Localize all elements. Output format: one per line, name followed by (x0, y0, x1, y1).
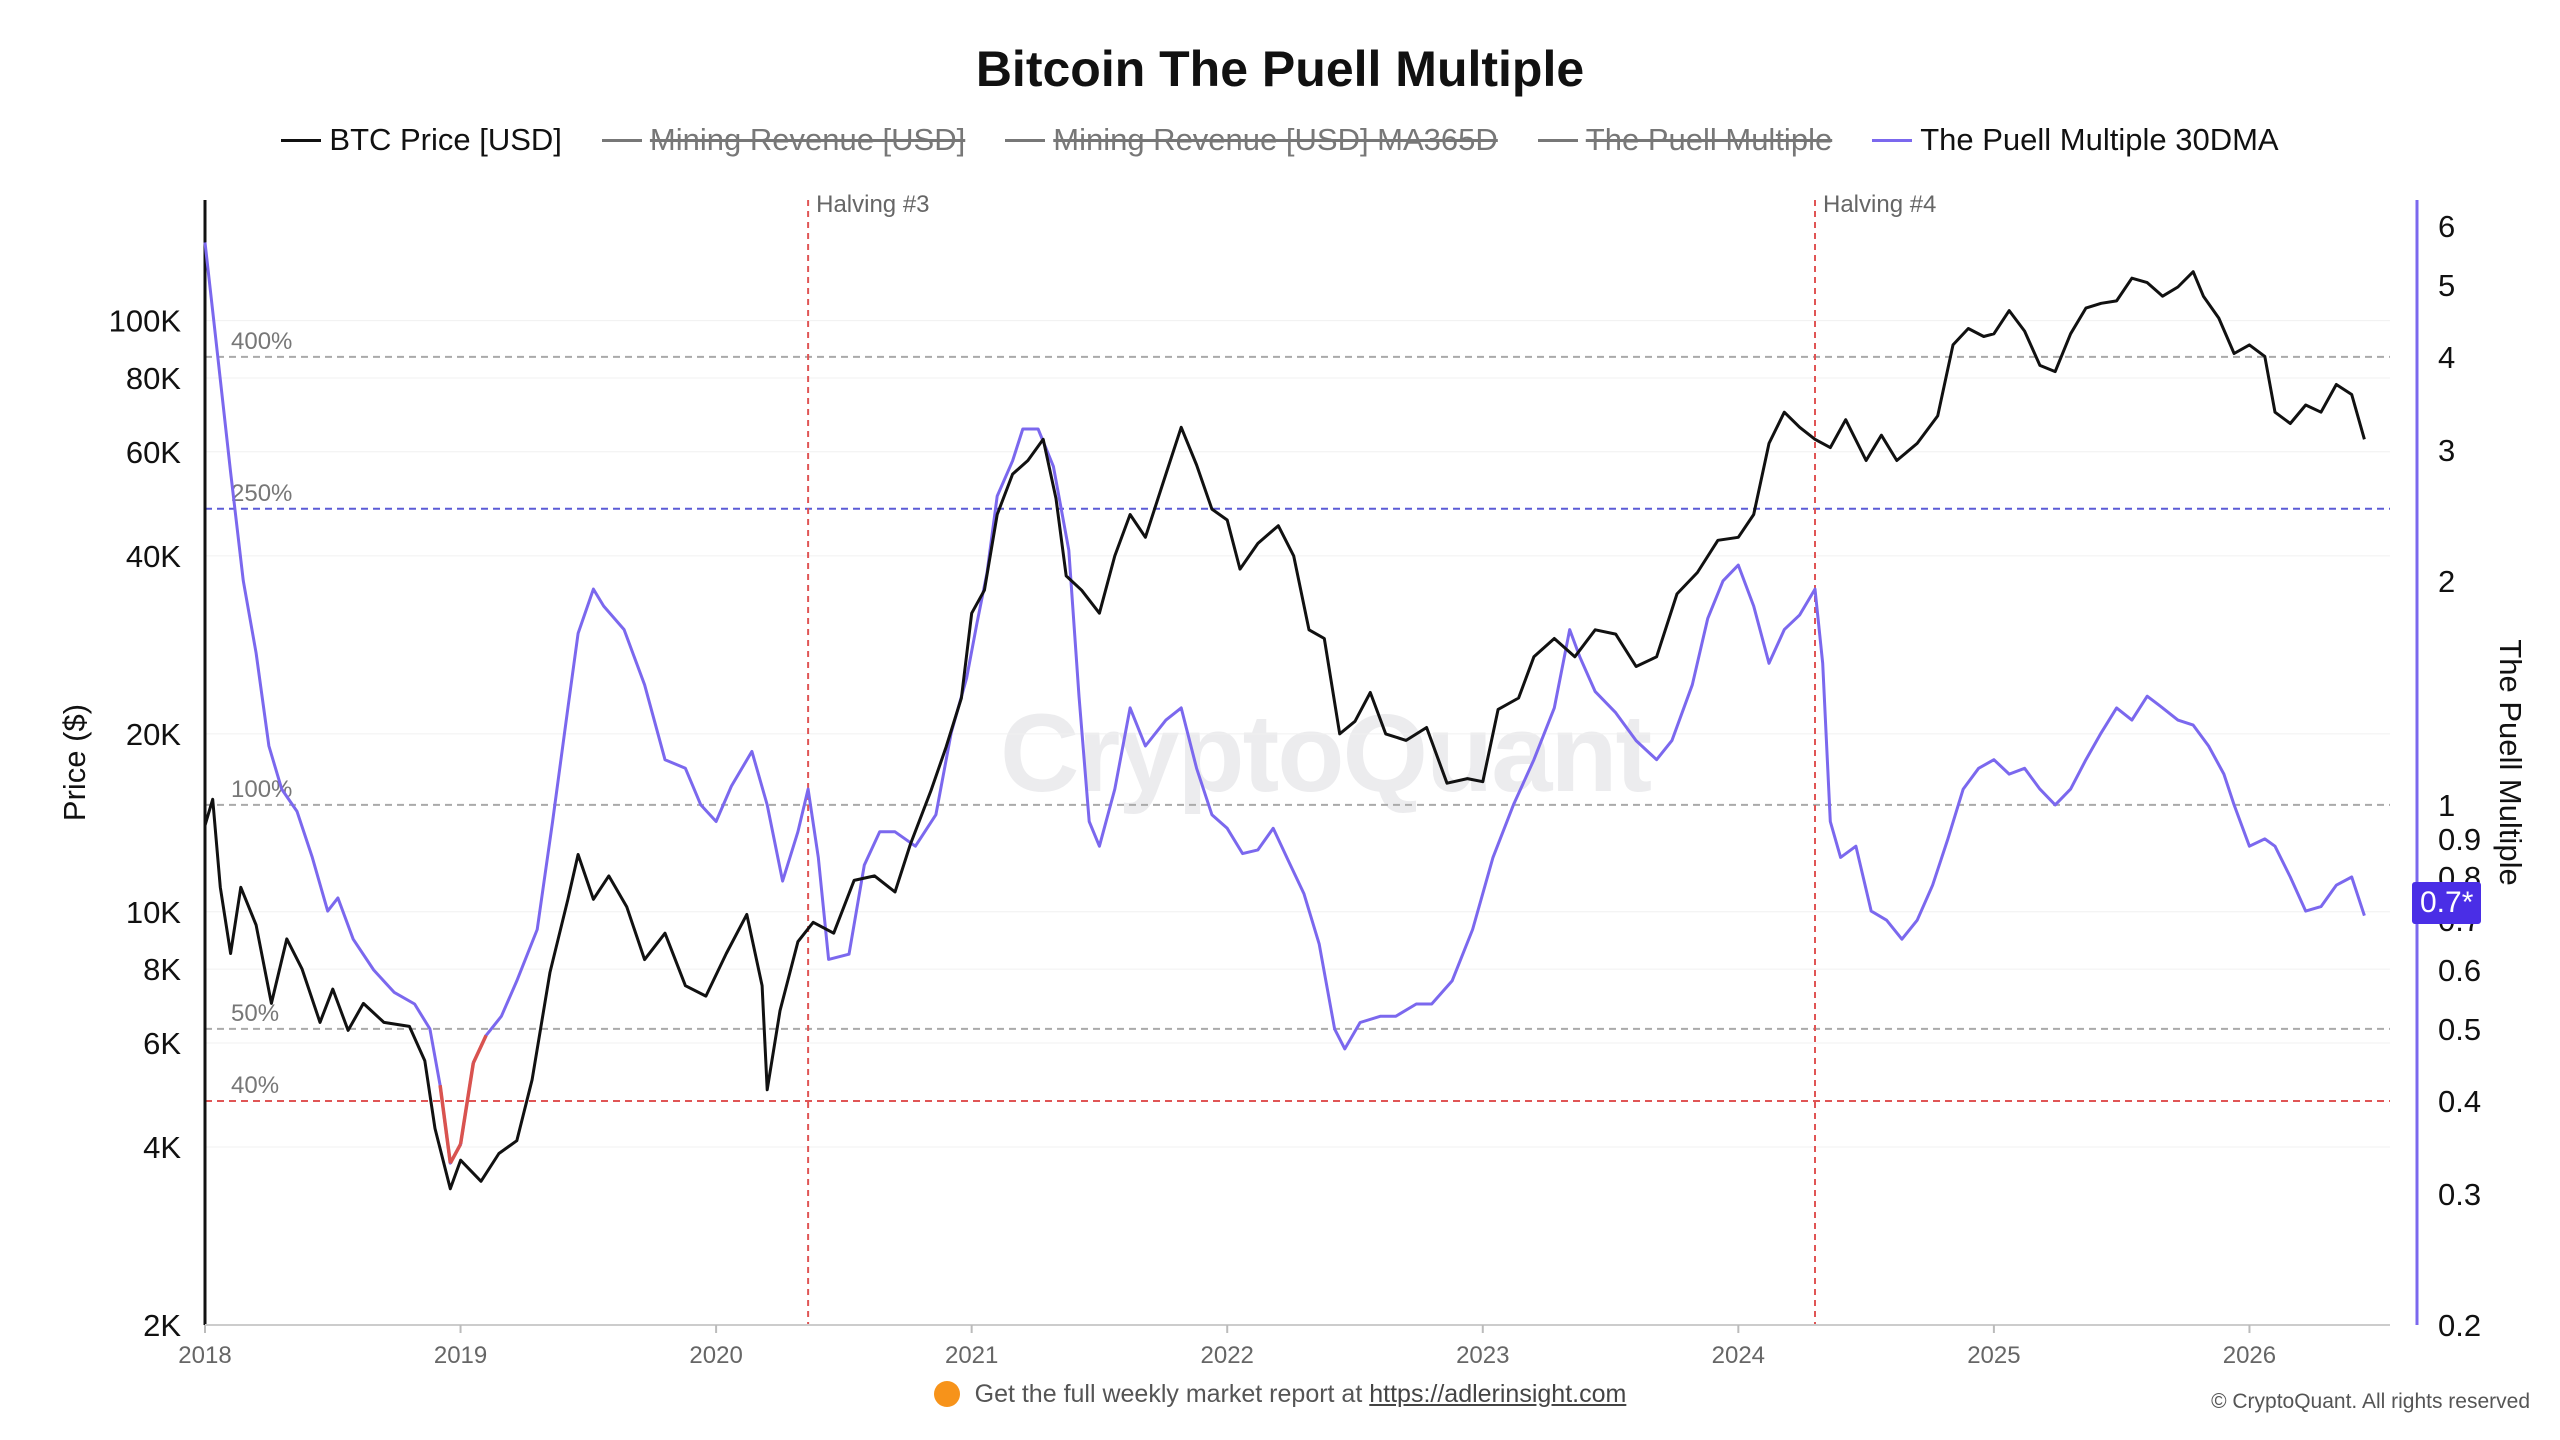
threshold-label: 400% (231, 328, 292, 355)
legend-item-puell-multiple-30dma[interactable]: The Puell Multiple 30DMA (1872, 122, 2279, 158)
legend-item-mining-revenue[interactable]: Mining Revenue [USD] (601, 122, 966, 158)
footer-link[interactable]: https://adlerinsight.com (1369, 1380, 1627, 1408)
legend: BTC Price [USD] Mining Revenue [USD] Min… (0, 122, 2560, 158)
x-tick-label: 2023 (1456, 1342, 1509, 1369)
left-tick-label: 8K (143, 952, 181, 987)
halving-label: Halving #3 (816, 191, 929, 218)
x-tick-label: 2022 (1201, 1342, 1254, 1369)
puell-low-segment (458, 1062, 476, 1145)
last-value-badge: 0.7* (2412, 882, 2482, 924)
right-axis-title: The Puell Multiple (2493, 639, 2528, 885)
footer: Get the full weekly market report at htt… (0, 1380, 2560, 1409)
left-tick-label: 80K (126, 361, 181, 396)
legend-item-btc-price[interactable]: BTC Price [USD] (281, 122, 562, 158)
left-tick-label: 60K (126, 435, 181, 470)
legend-label: The Puell Multiple (1585, 122, 1833, 157)
x-tick-label: 2018 (178, 1342, 231, 1369)
legend-label: BTC Price [USD] (329, 122, 562, 157)
left-tick-label: 10K (126, 895, 181, 930)
legend-swatch (1537, 138, 1578, 142)
halving-label: Halving #4 (1823, 191, 1936, 218)
right-tick-label: 2 (2438, 564, 2455, 599)
x-tick-label: 2021 (945, 1342, 998, 1369)
right-tick-label: 0.3 (2438, 1177, 2481, 1212)
right-tick-label: 4 (2438, 340, 2455, 375)
x-tick-label: 2019 (434, 1342, 487, 1369)
puell-low-segment (471, 1034, 488, 1064)
right-tick-label: 0.2 (2438, 1308, 2481, 1343)
left-tick-label: 100K (109, 304, 182, 339)
copyright: © CryptoQuant. All rights reserved (2211, 1390, 2530, 1413)
right-tick-label: 0.6 (2438, 953, 2481, 988)
puell-30dma-line (203, 242, 2366, 1165)
btc-price-line (203, 270, 2366, 1191)
legend-item-mining-revenue-ma365d[interactable]: Mining Revenue [USD] MA365D (1005, 122, 1498, 158)
legend-swatch (1872, 138, 1913, 142)
legend-swatch (1005, 138, 1046, 142)
legend-swatch (281, 138, 322, 142)
x-tick-label: 2020 (689, 1342, 742, 1369)
left-tick-label: 40K (126, 539, 181, 574)
right-tick-label: 0.5 (2438, 1012, 2481, 1047)
right-tick-label: 3 (2438, 433, 2455, 468)
legend-label: Mining Revenue [USD] (649, 122, 966, 157)
right-tick-label: 0.4 (2438, 1084, 2481, 1119)
watermark-logo: CryptoQuant (1000, 692, 1652, 815)
puell-low-segment (448, 1143, 463, 1164)
threshold-label: 250% (231, 480, 292, 507)
x-tick-label: 2026 (2223, 1342, 2276, 1369)
legend-swatch (601, 138, 642, 142)
cryptoquant-dot-icon (933, 1381, 960, 1407)
left-tick-label: 4K (143, 1130, 181, 1165)
right-tick-label: 6 (2438, 209, 2455, 244)
x-tick-label: 2024 (1712, 1342, 1765, 1369)
chart-title: Bitcoin The Puell Multiple (975, 41, 1585, 97)
legend-label: The Puell Multiple 30DMA (1920, 122, 2279, 157)
footer-text: Get the full weekly market report at (974, 1380, 1363, 1408)
right-tick-label: 1 (2438, 788, 2455, 823)
right-tick-label: 0.9 (2438, 822, 2481, 857)
left-tick-label: 2K (143, 1308, 181, 1343)
left-tick-label: 6K (143, 1026, 181, 1061)
right-tick-label: 5 (2438, 268, 2455, 303)
left-axis-title: Price ($) (57, 704, 92, 821)
puell-low-segment (438, 1085, 453, 1164)
legend-item-puell-multiple[interactable]: The Puell Multiple (1537, 122, 1833, 158)
left-tick-label: 20K (126, 717, 181, 752)
x-tick-label: 2025 (1967, 1342, 2020, 1369)
legend-label: Mining Revenue [USD] MA365D (1053, 122, 1498, 157)
threshold-label: 40% (231, 1072, 279, 1099)
